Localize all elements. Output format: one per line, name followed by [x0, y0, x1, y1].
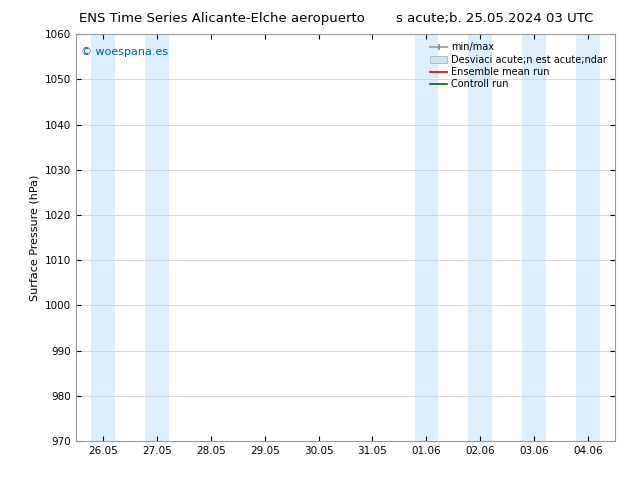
Bar: [145, 34, 169, 441]
Y-axis label: Surface Pressure (hPa): Surface Pressure (hPa): [29, 174, 39, 301]
Bar: [415, 34, 438, 441]
Text: s acute;b. 25.05.2024 03 UTC: s acute;b. 25.05.2024 03 UTC: [396, 12, 593, 25]
Bar: [522, 34, 546, 441]
Bar: [91, 34, 115, 441]
Text: ENS Time Series Alicante-Elche aeropuerto: ENS Time Series Alicante-Elche aeropuert…: [79, 12, 365, 25]
Legend: min/max, Desviaci acute;n est acute;ndar, Ensemble mean run, Controll run: min/max, Desviaci acute;n est acute;ndar…: [427, 39, 610, 92]
Bar: [469, 34, 492, 441]
Text: © woespana.es: © woespana.es: [81, 47, 169, 56]
Bar: [576, 34, 600, 441]
